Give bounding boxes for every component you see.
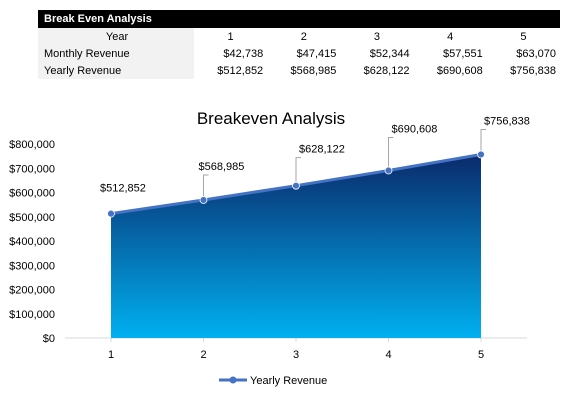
row-label: Yearly Revenue (38, 62, 194, 79)
year-cell: 4 (447, 30, 454, 43)
data-label: $756,838 (484, 115, 530, 127)
y-tick-label: $500,000 (9, 212, 55, 224)
x-tick-label: 2 (200, 349, 206, 361)
y-tick-label: $100,000 (9, 309, 55, 321)
table-cell: $63,070 (516, 47, 556, 60)
data-label: $628,122 (299, 144, 345, 156)
data-labels: $512,852 $568,985 $628,122 $690,608 $756,838 (100, 115, 530, 197)
y-tick-label: $200,000 (9, 285, 55, 297)
chart-svg: Breakeven Analysis $0 $100,000 $200,000 $30… (9, 109, 530, 387)
year-cell: 2 (300, 30, 307, 43)
data-label: $690,608 (392, 124, 438, 136)
y-tick-label: $700,000 (9, 163, 55, 175)
table-cell: $42,738 (223, 47, 264, 60)
year-cell: 5 (520, 30, 527, 43)
table-cell: $57,551 (442, 47, 483, 60)
data-point (199, 196, 208, 204)
table-cell: $628,122 (363, 64, 410, 77)
data-point (107, 209, 115, 218)
x-tick-label: 3 (293, 349, 299, 361)
y-tick-label: $400,000 (9, 236, 55, 248)
break-even-table: Break Even Analysis Year 1 2 3 4 5 Month… (38, 10, 560, 79)
data-point (477, 150, 485, 159)
data-point (384, 166, 393, 175)
y-tick-label: $0 (43, 333, 55, 345)
table-title: Break Even Analysis (38, 10, 560, 28)
year-cell: 1 (227, 30, 234, 43)
year-cell: 3 (373, 30, 381, 43)
table-cell: $512,852 (217, 64, 264, 77)
y-tick-label: $800,000 (9, 139, 55, 151)
legend-marker-icon (229, 376, 237, 384)
row-label: Monthly Revenue (38, 45, 194, 62)
data-point (292, 181, 300, 190)
legend-label: Yearly Revenue (250, 375, 327, 387)
x-tick-label: 1 (108, 349, 114, 361)
leader-line (480, 128, 486, 151)
table-cell: $47,415 (296, 47, 337, 60)
leader-line (388, 137, 394, 167)
table-cell: $52,344 (369, 47, 410, 60)
table-cell: $568,985 (290, 64, 337, 77)
revenue-table: Year 1 2 3 4 5 Monthly Revenue $42,738 $… (38, 28, 560, 79)
data-label: $512,852 (100, 183, 146, 195)
chart-title: Breakeven Analysis (197, 109, 345, 128)
yearly-revenue-row: Yearly Revenue $512,852 $568,985 $628,12… (38, 62, 560, 79)
y-tick-label: $300,000 (9, 260, 55, 272)
x-axis: 1 2 3 4 5 (65, 337, 527, 361)
y-tick-label: $600,000 (9, 188, 55, 200)
table-cell: $690,608 (436, 64, 483, 77)
data-points (107, 150, 485, 218)
year-header: Year (38, 28, 194, 45)
table-cell: $756,838 (510, 64, 556, 77)
leader-line (295, 157, 301, 182)
x-tick-label: 4 (385, 349, 391, 361)
year-row: Year 1 2 3 4 5 (38, 28, 560, 45)
x-tick-label: 5 (478, 349, 484, 361)
data-label: $568,985 (199, 161, 245, 173)
y-axis: $0 $100,000 $200,000 $300,000 $400,000 $500,0… (9, 139, 55, 345)
monthly-revenue-row: Monthly Revenue $42,738 $47,415 $52,344 … (38, 45, 560, 62)
breakeven-chart: Breakeven Analysis $0 $100,000 $200,000 $30… (0, 100, 569, 405)
legend: Yearly Revenue (219, 375, 327, 387)
leader-line (203, 174, 209, 197)
